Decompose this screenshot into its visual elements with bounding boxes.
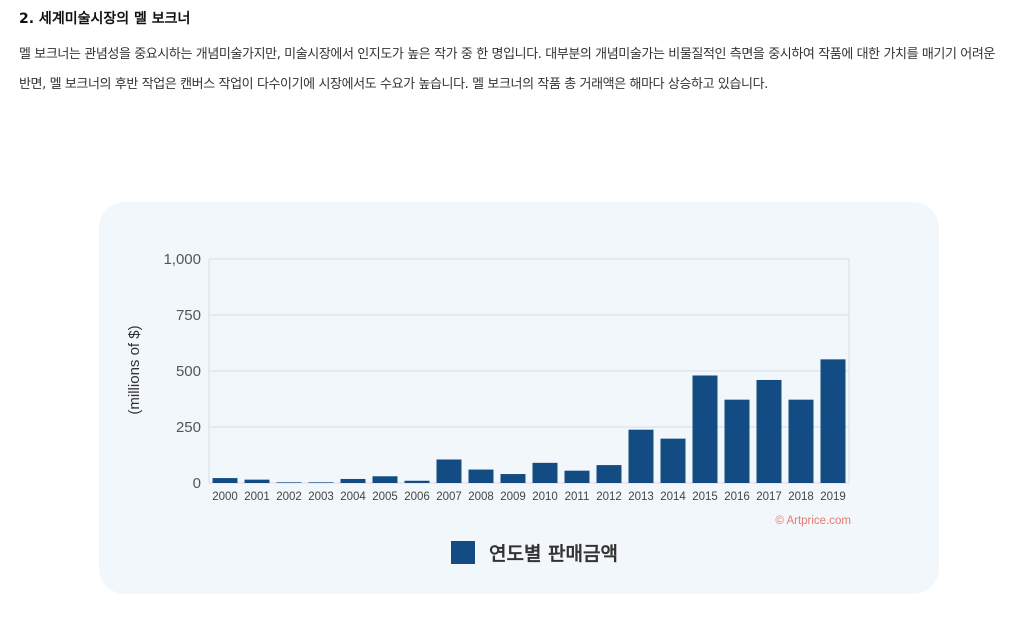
x-tick-label: 2005 <box>372 491 398 503</box>
bar-2017 <box>756 379 782 483</box>
bar-chart: 0 250 500 750 1,000 2000 2001 2002 2003 2004 2005… <box>126 251 851 565</box>
bar-2011 <box>564 470 590 483</box>
x-tick-label: 2006 <box>404 491 430 503</box>
x-tick-label: 2019 <box>820 491 846 503</box>
chart-bars <box>212 359 846 483</box>
legend-label: 연도별 판매금액 <box>489 543 618 565</box>
x-tick-label: 2013 <box>628 491 654 503</box>
x-tick-label: 2004 <box>340 491 366 503</box>
bar-2018 <box>788 399 814 483</box>
x-tick-label: 2017 <box>756 491 782 503</box>
bar-2015 <box>692 375 718 483</box>
x-tick-labels: 2000 2001 2002 2003 2004 2005 2006 2007 2008 2009… <box>212 491 846 503</box>
x-tick-label: 2002 <box>276 491 302 503</box>
x-tick-label: 2016 <box>724 491 750 503</box>
y-axis-title: (millions of $) <box>126 325 143 414</box>
x-tick-label: 2001 <box>244 491 270 503</box>
x-tick-label: 2003 <box>308 491 334 503</box>
y-tick-label: 1,000 <box>163 251 201 268</box>
chart-grid <box>208 258 850 484</box>
x-tick-label: 2010 <box>532 491 558 503</box>
bar-2001 <box>244 479 270 483</box>
body-paragraph: 멜 보크너는 관념성을 중요시하는 개념미술가지만, 미술시장에서 인지도가 높… <box>19 47 995 92</box>
x-tick-label: 2015 <box>692 491 718 503</box>
y-tick-label: 750 <box>176 307 201 324</box>
x-tick-label: 2012 <box>596 491 622 503</box>
x-tick-label: 2007 <box>436 491 462 503</box>
x-tick-label: 2008 <box>468 491 494 503</box>
source-credit: © Artprice.com <box>775 515 851 527</box>
bar-2009 <box>500 474 526 483</box>
y-tick-label: 250 <box>176 419 201 436</box>
bar-2010 <box>532 462 558 483</box>
section-heading: 2. 세계미술시장의 멜 보크너 <box>19 11 191 27</box>
x-tick-label: 2000 <box>212 491 238 503</box>
bar-2006 <box>404 480 430 483</box>
bar-2005 <box>372 476 398 483</box>
bar-2016 <box>724 399 750 483</box>
bar-2003 <box>308 482 334 483</box>
bar-2014 <box>660 438 686 483</box>
bar-2002 <box>276 482 302 483</box>
y-tick-labels: 0 250 500 750 1,000 <box>163 251 201 492</box>
chart-card: 0 250 500 750 1,000 2000 2001 2002 2003 2004 2005… <box>99 202 939 594</box>
x-tick-label: 2011 <box>565 491 590 503</box>
x-tick-label: 2009 <box>500 491 526 503</box>
bar-2012 <box>596 465 622 483</box>
legend-swatch <box>451 541 475 564</box>
bar-2013 <box>628 429 654 483</box>
bar-2007 <box>436 459 462 483</box>
bar-2019 <box>820 359 846 483</box>
bar-2000 <box>212 478 238 483</box>
y-tick-label: 0 <box>193 475 201 492</box>
x-tick-label: 2018 <box>788 491 814 503</box>
bar-2004 <box>340 478 366 483</box>
y-tick-label: 500 <box>176 363 201 380</box>
bar-2008 <box>468 469 494 483</box>
x-tick-label: 2014 <box>660 491 686 503</box>
